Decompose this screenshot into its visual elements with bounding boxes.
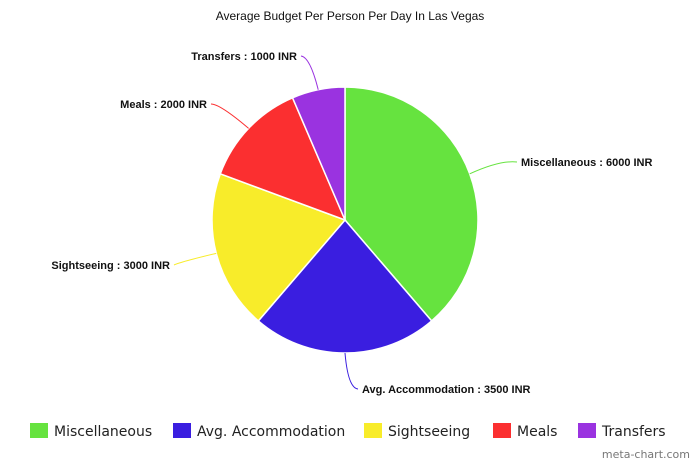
legend-swatch [173,423,191,438]
slice-label: Sightseeing : 3000 INR [51,260,170,272]
legend-swatch [578,423,596,438]
watermark: meta-chart.com [602,448,690,461]
legend-swatch [30,423,48,438]
slice-label: Avg. Accommodation : 3500 INR [362,384,531,396]
leader-line [344,352,359,390]
legend-label: Miscellaneous [54,424,152,440]
pie-slices [211,86,479,354]
legend-swatch [364,423,382,438]
leader-line [469,161,518,175]
legend-label: Meals [517,424,557,440]
leader-line [210,103,249,129]
leader-lines [173,55,518,390]
legend-item: Meals [493,423,557,440]
pie-slice-meals [219,96,347,222]
legend-item: Sightseeing [364,423,470,440]
slice-labels: Miscellaneous : 6000 INR Avg. Accommodati… [51,51,652,396]
leader-line [173,252,217,266]
slice-label: Meals : 2000 INR [120,99,207,111]
pie-slice-transfers [291,86,346,221]
legend-label: Avg. Accommodation [197,424,345,440]
slice-label: Miscellaneous : 6000 INR [521,157,652,169]
legend: Miscellaneous Avg. Accommodation Sightseei… [30,423,666,440]
legend-item: Avg. Accommodation [173,423,345,440]
chart-title: Average Budget Per Person Per Day In Las… [216,9,485,23]
leader-line [300,55,319,90]
legend-label: Sightseeing [388,424,470,440]
legend-label: Transfers [601,424,666,440]
legend-swatch [493,423,511,438]
legend-item: Transfers [578,423,666,440]
legend-item: Miscellaneous [30,423,152,440]
pie-slice-sightseeing [211,172,347,322]
slice-label: Transfers : 1000 INR [191,51,297,63]
